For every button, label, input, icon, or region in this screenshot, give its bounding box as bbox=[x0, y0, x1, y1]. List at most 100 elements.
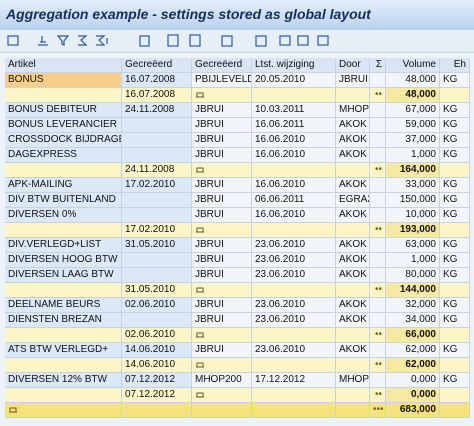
layout-button[interactable] bbox=[221, 35, 233, 47]
unit-cell: KG bbox=[440, 343, 470, 358]
word-button[interactable] bbox=[189, 34, 201, 47]
unit-cell: KG bbox=[440, 268, 470, 283]
sum-cell bbox=[370, 133, 386, 148]
subtotal-blank bbox=[252, 358, 336, 373]
volume-cell: 1,000 bbox=[386, 253, 440, 268]
created-by-cell: JBRUI bbox=[192, 133, 252, 148]
subtotal-level: •• bbox=[370, 283, 386, 298]
changed-cell: 23.06.2010 bbox=[252, 238, 336, 253]
unit-cell: KG bbox=[440, 253, 470, 268]
unit-cell: KG bbox=[440, 298, 470, 313]
subtotal-icon bbox=[192, 88, 252, 103]
volume-cell: 1,000 bbox=[386, 148, 440, 163]
created-cell: 24.11.2008 bbox=[122, 103, 192, 118]
subtotal-blank bbox=[252, 328, 336, 343]
subtotal-volume: 66,000 bbox=[386, 328, 440, 343]
subtotal-blank bbox=[252, 88, 336, 103]
column-header: Artikel bbox=[5, 58, 122, 73]
details-button[interactable] bbox=[7, 35, 19, 46]
column-header: Gecreëerd bbox=[122, 58, 192, 73]
unit-cell: KG bbox=[440, 208, 470, 223]
changed-cell: 23.06.2010 bbox=[252, 268, 336, 283]
subtotal-icon bbox=[192, 358, 252, 373]
changed-by-cell: AKOK bbox=[336, 208, 370, 223]
volume-cell: 80,000 bbox=[386, 268, 440, 283]
subtotal-created: 16.07.2008 bbox=[122, 88, 192, 103]
subtotal-volume: 0,000 bbox=[386, 388, 440, 403]
created-cell bbox=[122, 253, 192, 268]
subtotal-blank bbox=[440, 163, 470, 178]
subtotal-icon bbox=[192, 283, 252, 298]
subtotal-blank bbox=[5, 283, 122, 298]
grid-button[interactable] bbox=[279, 35, 291, 46]
changed-cell: 23.06.2010 bbox=[252, 298, 336, 313]
changed-cell: 16.06.2010 bbox=[252, 208, 336, 223]
created-by-cell: JBRUI bbox=[192, 193, 252, 208]
created-by-cell: MHOP200 bbox=[192, 373, 252, 388]
subtotal-blank bbox=[440, 223, 470, 238]
changed-cell: 16.06.2010 bbox=[252, 148, 336, 163]
total-blank bbox=[192, 403, 252, 418]
changed-cell: 06.06.2011 bbox=[252, 193, 336, 208]
volume-cell: 67,000 bbox=[386, 103, 440, 118]
subtotal-blank bbox=[440, 358, 470, 373]
subtotal-button[interactable] bbox=[96, 35, 108, 46]
created-cell bbox=[122, 313, 192, 328]
subtotal-blank bbox=[5, 388, 122, 403]
subtotal-created: 07.12.2012 bbox=[122, 388, 192, 403]
changed-by-cell: JBRUI bbox=[336, 73, 370, 88]
volume-cell: 37,000 bbox=[386, 133, 440, 148]
created-cell: 17.02.2010 bbox=[122, 178, 192, 193]
unit-cell: KG bbox=[440, 103, 470, 118]
subtotal-volume: 48,000 bbox=[386, 88, 440, 103]
volume-cell: 48,000 bbox=[386, 73, 440, 88]
sum-button[interactable] bbox=[78, 35, 88, 46]
created-by-cell: JBRUI bbox=[192, 118, 252, 133]
created-cell bbox=[122, 133, 192, 148]
changed-cell: 16.06.2011 bbox=[252, 118, 336, 133]
article-cell: BONUS bbox=[5, 73, 122, 88]
changed-by-cell: AKOK bbox=[336, 238, 370, 253]
subtotal-blank bbox=[5, 88, 122, 103]
created-cell: 31.05.2010 bbox=[122, 238, 192, 253]
subtotal-blank bbox=[336, 328, 370, 343]
subtotal-blank bbox=[440, 388, 470, 403]
total-icon bbox=[5, 403, 122, 418]
view-button[interactable] bbox=[255, 35, 267, 47]
changed-by-cell: EGRA200 bbox=[336, 193, 370, 208]
subtotal-blank bbox=[336, 388, 370, 403]
created-cell bbox=[122, 193, 192, 208]
created-by-cell: JBRUI bbox=[192, 313, 252, 328]
column-header: Ltst. wijziging bbox=[252, 58, 336, 73]
subtotal-blank bbox=[252, 163, 336, 178]
sort-asc-button[interactable] bbox=[38, 36, 48, 46]
subtotal-blank bbox=[252, 388, 336, 403]
changed-cell: 17.12.2012 bbox=[252, 373, 336, 388]
sum-cell bbox=[370, 268, 386, 283]
subtotal-created: 02.06.2010 bbox=[122, 328, 192, 343]
changed-by-cell: MHOP200 bbox=[336, 373, 370, 388]
article-cell: APK-MAILING bbox=[5, 178, 122, 193]
volume-cell: 0,000 bbox=[386, 373, 440, 388]
changed-by-cell: AKOK bbox=[336, 178, 370, 193]
article-cell: DIVERSEN LAAG BTW bbox=[5, 268, 122, 283]
created-by-cell: JBRUI bbox=[192, 298, 252, 313]
subtotal-icon bbox=[192, 163, 252, 178]
sum-cell bbox=[370, 343, 386, 358]
subtotal-blank bbox=[336, 283, 370, 298]
export-button[interactable] bbox=[167, 34, 179, 47]
layout-save-button[interactable] bbox=[317, 35, 329, 46]
created-by-cell: JBRUI bbox=[192, 238, 252, 253]
total-blank bbox=[122, 403, 192, 418]
changed-by-cell: AKOK bbox=[336, 313, 370, 328]
article-cell: BONUS DEBITEUR bbox=[5, 103, 122, 118]
subtotal-blank bbox=[252, 223, 336, 238]
columns-button[interactable] bbox=[297, 35, 309, 46]
print-button[interactable] bbox=[139, 35, 150, 47]
subtotal-created: 31.05.2010 bbox=[122, 283, 192, 298]
created-by-cell: JBRUI bbox=[192, 103, 252, 118]
subtotal-volume: 144,000 bbox=[386, 283, 440, 298]
column-header: Eh bbox=[440, 58, 470, 73]
changed-cell: 10.03.2011 bbox=[252, 103, 336, 118]
filter-button[interactable] bbox=[56, 35, 70, 46]
